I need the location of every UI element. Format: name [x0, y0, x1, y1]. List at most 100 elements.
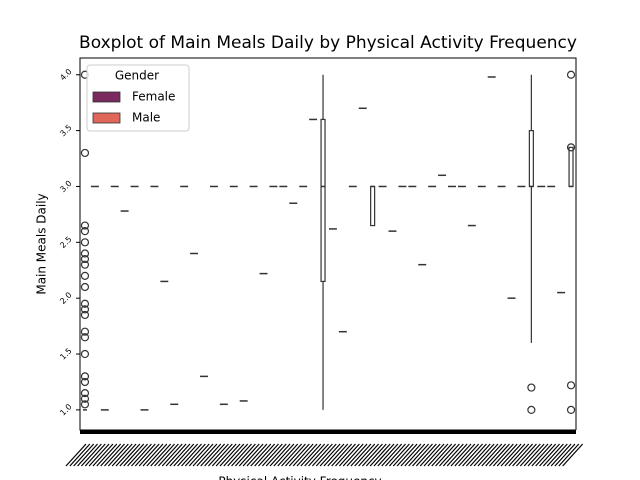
legend-swatch [92, 91, 121, 103]
x-tick-label-stroke [161, 443, 183, 467]
flier [80, 221, 90, 230]
x-tick-label-stroke [111, 443, 133, 467]
x-tick-label-stroke [150, 443, 172, 467]
x-tick-label-stroke [219, 443, 241, 467]
x-tick-label-stroke [558, 443, 580, 467]
x-tick-label-stroke [323, 443, 345, 467]
x-tick-label-stroke [481, 443, 503, 467]
x-tick-label-stroke [450, 443, 472, 467]
x-tick-label-stroke [362, 443, 383, 467]
x-tick-label-stroke [119, 443, 141, 467]
y-tick-label: 1.0 [58, 402, 73, 417]
flier [80, 327, 90, 336]
x-tick-label-stroke [173, 443, 195, 467]
x-tick-label-stroke [304, 443, 326, 467]
x-tick-label-stroke [350, 443, 372, 467]
x-tick-label-stroke [254, 443, 276, 467]
x-tick-label-stroke [427, 443, 449, 467]
x-tick-label-stroke [454, 443, 476, 467]
x-tick-label-stroke [446, 443, 468, 467]
x-tick-label-stroke [477, 443, 499, 467]
x-tick-label-stroke [396, 443, 418, 467]
x-tick-label-stroke [300, 443, 322, 467]
y-axis-label: Main Meals Daily [35, 193, 49, 294]
y-tick-label: 1.5 [58, 346, 73, 361]
x-tick-label-stroke [246, 443, 268, 467]
x-tick-label-stroke [100, 443, 122, 467]
flier [80, 299, 90, 308]
flier [80, 394, 90, 403]
x-tick-label-stroke [338, 443, 360, 467]
flier [80, 254, 90, 264]
x-tick-label-stroke [258, 443, 279, 467]
flier [80, 260, 90, 269]
x-tick-label-stroke [315, 443, 337, 467]
x-tick-label-stroke [508, 443, 530, 467]
flier [566, 405, 576, 414]
x-tick-label-stroke [127, 443, 149, 467]
x-tick-label-stroke [80, 443, 102, 467]
flier [80, 349, 90, 359]
x-tick-label-stroke [373, 443, 395, 467]
x-tick-label-stroke [358, 443, 380, 467]
x-tick-label-stroke [77, 443, 98, 467]
x-tick-label-stroke [523, 443, 545, 467]
x-tick-label-stroke [188, 443, 210, 467]
x-tick-label-stroke [369, 443, 391, 467]
flier [80, 271, 90, 280]
x-tick-label-stroke [342, 443, 364, 467]
x-tick-label-stroke [408, 443, 430, 467]
x-tick-label-stroke [107, 443, 129, 467]
x-tick-label-stroke [412, 443, 433, 467]
box [568, 146, 574, 188]
legend: Gender Female Male [86, 64, 190, 132]
x-tick-label-stroke [550, 443, 572, 467]
x-tick-label-stroke [400, 443, 422, 467]
x-tick-label-band [80, 430, 576, 434]
chart-title: Boxplot of Main Meals Daily by Physical … [79, 33, 577, 53]
x-tick-label-stroke [535, 443, 557, 467]
x-tick-label-stroke [215, 443, 237, 467]
x-tick-label-stroke [485, 443, 507, 467]
x-tick-label-stroke [439, 443, 460, 467]
x-tick-label-stroke [327, 443, 349, 467]
x-tick-label-stroke [211, 443, 233, 467]
flier [80, 227, 90, 236]
x-tick-label-stroke [504, 443, 526, 467]
x-tick-label-stroke [365, 443, 387, 467]
x-tick-label-stroke [377, 443, 399, 467]
x-tick-label-stroke [138, 443, 160, 467]
x-tick-label-stroke [539, 443, 560, 467]
x-tick-label-stroke [269, 443, 291, 467]
x-tick-label-stroke [115, 443, 137, 467]
x-tick-label-stroke [200, 443, 222, 467]
x-tick-label-stroke [157, 443, 179, 467]
flier [80, 148, 90, 158]
flier [80, 372, 90, 381]
x-tick-label-stroke [562, 443, 584, 467]
x-tick-label-stroke [146, 443, 168, 467]
x-tick-label-stroke [331, 443, 353, 467]
x-tick-label-stroke [335, 443, 356, 467]
box [528, 130, 534, 188]
x-tick-label-mass [65, 430, 584, 467]
x-tick-label-stroke [527, 443, 549, 467]
legend-label: Male [132, 111, 160, 125]
x-tick-label-stroke [554, 443, 576, 467]
flier [80, 333, 90, 342]
x-tick-label-stroke [181, 443, 202, 467]
x-tick-label-stroke [223, 443, 245, 467]
x-tick-label-stroke [288, 443, 310, 467]
x-tick-label-stroke [208, 443, 229, 467]
x-tick-label-stroke [492, 443, 514, 467]
x-tick-label-stroke [192, 443, 214, 467]
x-tick-label-stroke [546, 443, 568, 467]
x-tick-label-stroke [462, 443, 483, 467]
x-tick-label-stroke [442, 443, 464, 467]
legend-label: Female [132, 90, 175, 104]
x-tick-label-stroke [392, 443, 414, 467]
x-tick-label-stroke [165, 443, 187, 467]
x-tick-label-stroke [184, 443, 206, 467]
x-tick-label-stroke [500, 443, 522, 467]
